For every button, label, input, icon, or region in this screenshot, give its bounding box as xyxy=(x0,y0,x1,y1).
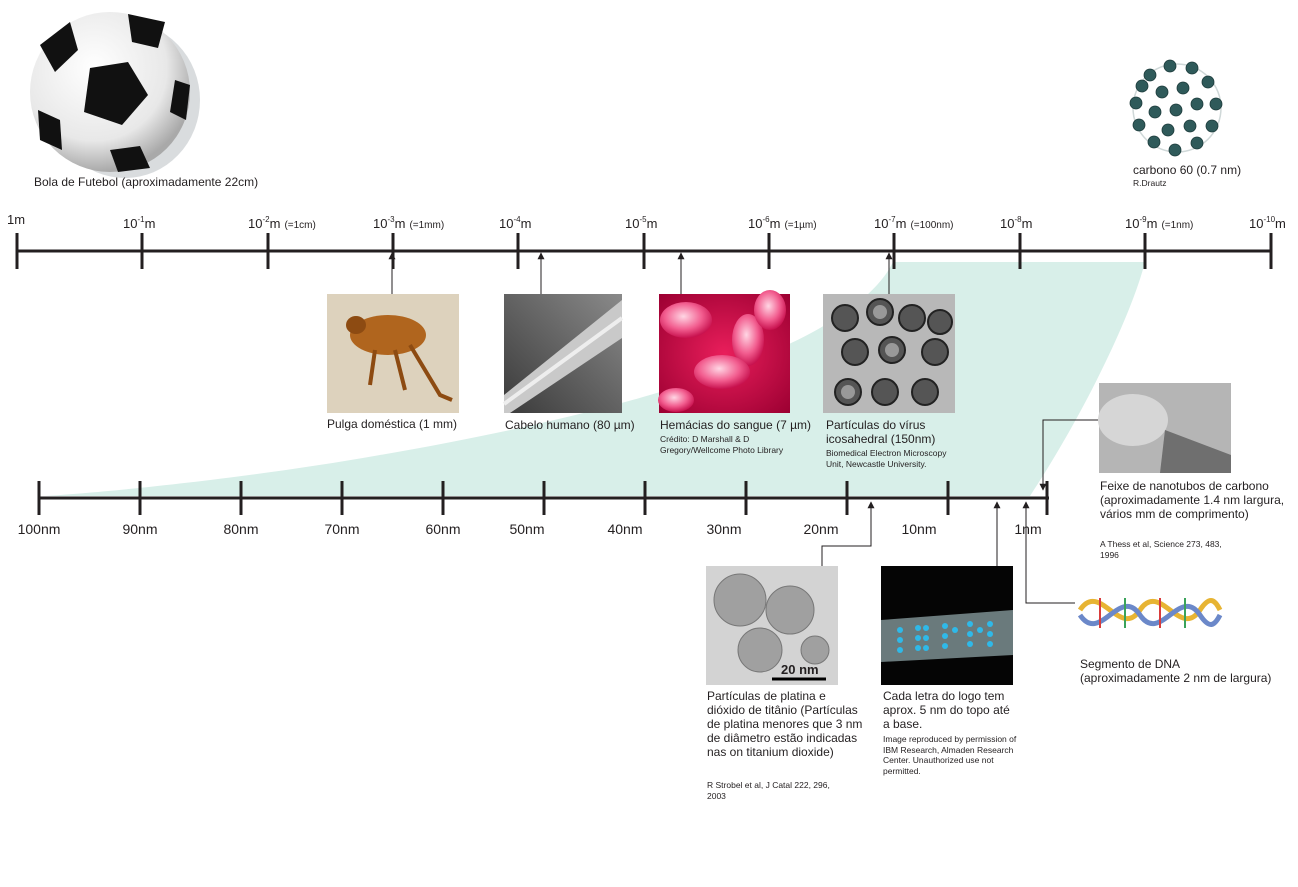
platinum-credit: R Strobel et al, J Catal 222, 296, 2003 xyxy=(707,780,830,801)
top-tick-label-9: 10-9m (=1nm) xyxy=(1125,215,1194,231)
bottom-tick-label-5: 50nm xyxy=(509,521,545,537)
c60-credit: R.Drautz xyxy=(1133,178,1167,188)
bottom-tick-label-9: 10nm xyxy=(901,521,937,537)
connectors xyxy=(388,252,1098,604)
blood-credit: Crédito: D Marshall & D Gregory/Wellcome… xyxy=(660,434,784,455)
top-tick-label-3: 10-3m (=1mm) xyxy=(373,215,445,231)
nanotubes-caption: Feixe de nanotubos de carbono (aproximad… xyxy=(1100,479,1285,521)
football-caption: Bola de Futebol (aproximadamente 22cm) xyxy=(34,175,259,189)
bottom-tick-label-7: 30nm xyxy=(706,521,742,537)
dna-image xyxy=(1077,598,1223,628)
flea-image xyxy=(327,294,459,413)
bottom-tick-label-6: 40nm xyxy=(607,521,643,537)
bottom-tick-label-2: 80nm xyxy=(223,521,259,537)
nanotubes-credit: A Thess et al, Science 273, 483, 1996 xyxy=(1100,539,1222,560)
ibm-credit: Image reproduced by permission of IBM Re… xyxy=(883,734,1017,776)
bottom-tick-label-1: 90nm xyxy=(122,521,158,537)
nanotubes-image xyxy=(1098,383,1231,473)
blood-cells-image xyxy=(658,290,790,413)
top-tick-label-6: 10-6m (=1µm) xyxy=(748,215,817,231)
top-tick-label-4: 10-4m xyxy=(499,215,532,231)
c60-molecule-image xyxy=(1129,59,1223,157)
bottom-tick-label-0: 100nm xyxy=(17,521,61,537)
top-tick-label-10: 10-10m xyxy=(1249,215,1286,231)
top-tick-label-2: 10-2m (=1cm) xyxy=(248,215,316,231)
bottom-tick-label-10: 1nm xyxy=(1014,521,1042,537)
top-tick-label-0: 1m xyxy=(7,212,26,227)
c60-caption: carbono 60 (0.7 nm) xyxy=(1133,163,1242,177)
top-tick-label-1: 10-1m xyxy=(123,215,156,231)
bottom-tick-label-3: 70nm xyxy=(324,521,360,537)
top-tick-label-8: 10-8m xyxy=(1000,215,1033,231)
virus-caption: Partículas do vírus icosahedral (150nm) xyxy=(826,418,936,446)
blood-caption: Hemácias do sangue (7 µm) xyxy=(660,418,811,432)
hair-image xyxy=(502,294,624,413)
top-tick-label-5: 10-5m xyxy=(625,215,658,231)
ibm-caption: Cada letra do logo tem aprox. 5 nm do to… xyxy=(883,689,1010,731)
bottom-tick-label-4: 60nm xyxy=(425,521,461,537)
virus-credit: Biomedical Electron Microscopy Unit, New… xyxy=(826,448,947,469)
flea-caption: Pulga doméstica (1 mm) xyxy=(327,417,458,431)
top-tick-label-7: 10-7m (=100nm) xyxy=(874,215,954,231)
hair-caption: Cabelo humano (80 µm) xyxy=(505,418,635,432)
ibm-logo-image xyxy=(881,566,1013,685)
platinum-scalebar-label: 20 nm xyxy=(781,662,819,677)
virus-image xyxy=(823,294,955,413)
bottom-axis-ticks xyxy=(37,481,1049,515)
bottom-tick-label-8: 20nm xyxy=(803,521,839,537)
football-image xyxy=(30,12,200,178)
platinum-image xyxy=(706,566,838,685)
top-axis-ticks xyxy=(15,233,1273,269)
dna-caption: Segmento de DNA (aproximadamente 2 nm de… xyxy=(1080,657,1272,685)
platinum-caption: Partículas de platina e dióxido de titân… xyxy=(707,689,863,759)
